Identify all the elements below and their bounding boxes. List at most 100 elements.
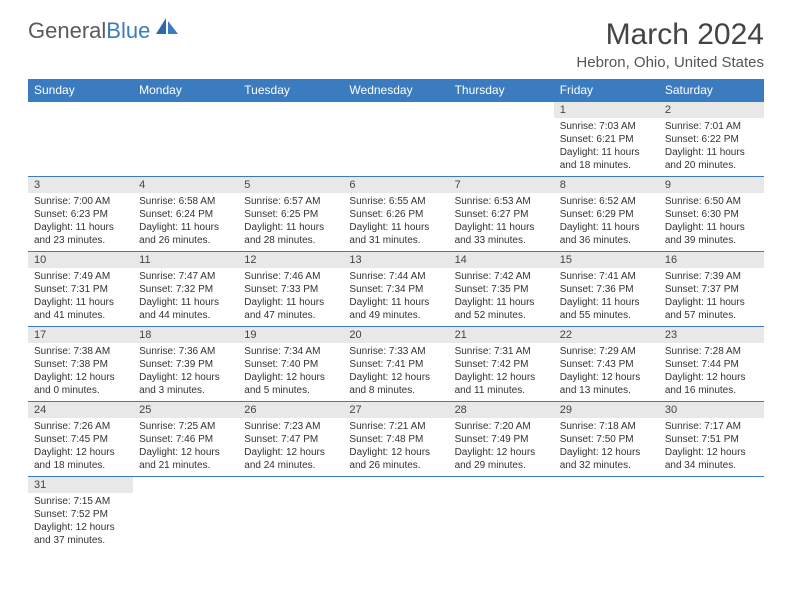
daylight-text-2: and 18 minutes.: [34, 459, 127, 472]
sunset-text: Sunset: 6:23 PM: [34, 208, 127, 221]
sunrise-text: Sunrise: 7:15 AM: [34, 495, 127, 508]
sunrise-text: Sunrise: 7:18 AM: [560, 420, 653, 433]
day-number: 22: [554, 327, 659, 343]
day-number: 8: [554, 177, 659, 193]
calendar-cell: 20Sunrise: 7:33 AMSunset: 7:41 PMDayligh…: [343, 327, 448, 402]
sunset-text: Sunset: 6:30 PM: [665, 208, 758, 221]
sunrise-text: Sunrise: 6:53 AM: [455, 195, 548, 208]
daylight-text-1: Daylight: 11 hours: [139, 296, 232, 309]
day-number: 19: [238, 327, 343, 343]
sunset-text: Sunset: 7:31 PM: [34, 283, 127, 296]
calendar-cell: [238, 102, 343, 177]
sunrise-text: Sunrise: 6:52 AM: [560, 195, 653, 208]
sail-icon: [154, 16, 180, 41]
day-details: [28, 118, 133, 124]
calendar-cell: 24Sunrise: 7:26 AMSunset: 7:45 PMDayligh…: [28, 402, 133, 477]
calendar-cell: [133, 102, 238, 177]
day-details: Sunrise: 7:46 AMSunset: 7:33 PMDaylight:…: [238, 268, 343, 326]
calendar-cell: [28, 102, 133, 177]
sunset-text: Sunset: 6:26 PM: [349, 208, 442, 221]
sunrise-text: Sunrise: 6:55 AM: [349, 195, 442, 208]
day-number: [238, 102, 343, 118]
sunset-text: Sunset: 7:38 PM: [34, 358, 127, 371]
day-number: [449, 102, 554, 118]
sunset-text: Sunset: 7:42 PM: [455, 358, 548, 371]
daylight-text-1: Daylight: 12 hours: [665, 371, 758, 384]
daylight-text-1: Daylight: 12 hours: [139, 371, 232, 384]
day-details: Sunrise: 7:23 AMSunset: 7:47 PMDaylight:…: [238, 418, 343, 476]
calendar-cell: [133, 477, 238, 552]
daylight-text-2: and 47 minutes.: [244, 309, 337, 322]
day-details: Sunrise: 6:52 AMSunset: 6:29 PMDaylight:…: [554, 193, 659, 251]
sunset-text: Sunset: 6:25 PM: [244, 208, 337, 221]
daylight-text-2: and 11 minutes.: [455, 384, 548, 397]
sunset-text: Sunset: 7:32 PM: [139, 283, 232, 296]
daylight-text-2: and 24 minutes.: [244, 459, 337, 472]
day-number: [659, 477, 764, 493]
sunset-text: Sunset: 6:21 PM: [560, 133, 653, 146]
day-details: Sunrise: 6:53 AMSunset: 6:27 PMDaylight:…: [449, 193, 554, 251]
day-details: Sunrise: 7:34 AMSunset: 7:40 PMDaylight:…: [238, 343, 343, 401]
sunrise-text: Sunrise: 7:21 AM: [349, 420, 442, 433]
day-number: 29: [554, 402, 659, 418]
daylight-text-2: and 33 minutes.: [455, 234, 548, 247]
day-details: [449, 118, 554, 124]
sunrise-text: Sunrise: 7:41 AM: [560, 270, 653, 283]
sunset-text: Sunset: 7:51 PM: [665, 433, 758, 446]
sunset-text: Sunset: 6:24 PM: [139, 208, 232, 221]
daylight-text-1: Daylight: 11 hours: [455, 296, 548, 309]
sunrise-text: Sunrise: 7:36 AM: [139, 345, 232, 358]
day-details: [449, 493, 554, 499]
calendar-cell: 17Sunrise: 7:38 AMSunset: 7:38 PMDayligh…: [28, 327, 133, 402]
calendar-table: SundayMondayTuesdayWednesdayThursdayFrid…: [28, 79, 764, 551]
daylight-text-1: Daylight: 11 hours: [244, 221, 337, 234]
daylight-text-1: Daylight: 11 hours: [665, 146, 758, 159]
daylight-text-2: and 13 minutes.: [560, 384, 653, 397]
calendar-cell: [449, 477, 554, 552]
page-header: GeneralBlue March 2024 Hebron, Ohio, Uni…: [28, 18, 764, 71]
day-details: Sunrise: 6:50 AMSunset: 6:30 PMDaylight:…: [659, 193, 764, 251]
day-details: Sunrise: 7:39 AMSunset: 7:37 PMDaylight:…: [659, 268, 764, 326]
day-details: Sunrise: 7:38 AMSunset: 7:38 PMDaylight:…: [28, 343, 133, 401]
daylight-text-1: Daylight: 12 hours: [349, 371, 442, 384]
daylight-text-2: and 49 minutes.: [349, 309, 442, 322]
calendar-cell: 30Sunrise: 7:17 AMSunset: 7:51 PMDayligh…: [659, 402, 764, 477]
daylight-text-2: and 39 minutes.: [665, 234, 758, 247]
sunrise-text: Sunrise: 7:31 AM: [455, 345, 548, 358]
calendar-cell: [343, 102, 448, 177]
daylight-text-1: Daylight: 12 hours: [455, 371, 548, 384]
day-number: 18: [133, 327, 238, 343]
calendar-cell: 31Sunrise: 7:15 AMSunset: 7:52 PMDayligh…: [28, 477, 133, 552]
logo: GeneralBlue: [28, 18, 180, 44]
calendar-cell: 12Sunrise: 7:46 AMSunset: 7:33 PMDayligh…: [238, 252, 343, 327]
sunrise-text: Sunrise: 7:38 AM: [34, 345, 127, 358]
daylight-text-1: Daylight: 11 hours: [560, 146, 653, 159]
logo-word-general: General: [28, 18, 106, 44]
sunrise-text: Sunrise: 7:03 AM: [560, 120, 653, 133]
location-text: Hebron, Ohio, United States: [576, 54, 764, 71]
day-details: Sunrise: 7:33 AMSunset: 7:41 PMDaylight:…: [343, 343, 448, 401]
day-number: 20: [343, 327, 448, 343]
daylight-text-1: Daylight: 11 hours: [560, 221, 653, 234]
logo-word-blue: Blue: [106, 18, 150, 44]
day-details: Sunrise: 7:41 AMSunset: 7:36 PMDaylight:…: [554, 268, 659, 326]
calendar-cell: [343, 477, 448, 552]
day-details: [133, 118, 238, 124]
calendar-cell: 25Sunrise: 7:25 AMSunset: 7:46 PMDayligh…: [133, 402, 238, 477]
sunrise-text: Sunrise: 7:25 AM: [139, 420, 232, 433]
day-details: [133, 493, 238, 499]
day-number: 3: [28, 177, 133, 193]
calendar-cell: 11Sunrise: 7:47 AMSunset: 7:32 PMDayligh…: [133, 252, 238, 327]
day-number: [133, 102, 238, 118]
daylight-text-1: Daylight: 12 hours: [665, 446, 758, 459]
day-details: Sunrise: 7:18 AMSunset: 7:50 PMDaylight:…: [554, 418, 659, 476]
sunset-text: Sunset: 6:22 PM: [665, 133, 758, 146]
calendar-cell: 10Sunrise: 7:49 AMSunset: 7:31 PMDayligh…: [28, 252, 133, 327]
day-number: 9: [659, 177, 764, 193]
sunrise-text: Sunrise: 7:46 AM: [244, 270, 337, 283]
day-number: 24: [28, 402, 133, 418]
sunrise-text: Sunrise: 7:44 AM: [349, 270, 442, 283]
sunrise-text: Sunrise: 6:58 AM: [139, 195, 232, 208]
calendar-cell: 2Sunrise: 7:01 AMSunset: 6:22 PMDaylight…: [659, 102, 764, 177]
day-details: Sunrise: 7:03 AMSunset: 6:21 PMDaylight:…: [554, 118, 659, 176]
